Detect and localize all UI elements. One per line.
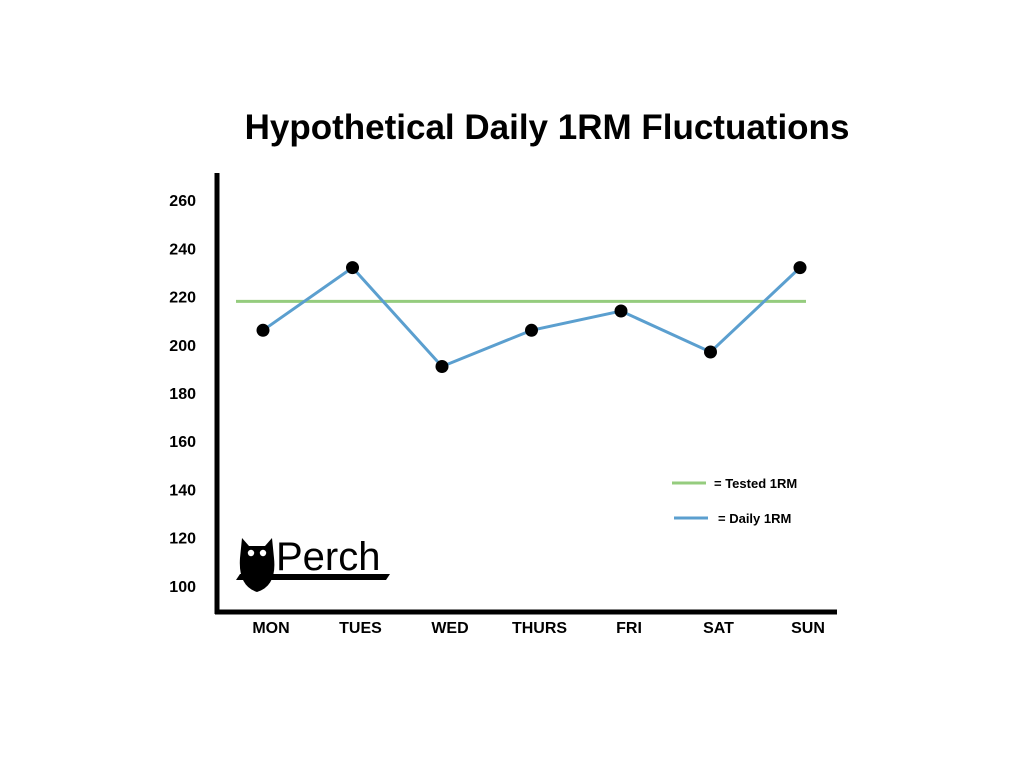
x-tick-label: THURS xyxy=(512,620,567,637)
data-point xyxy=(346,261,359,275)
legend-label-daily: = Daily 1RM xyxy=(718,511,791,526)
y-tick-label: 100 xyxy=(169,579,196,596)
daily-1rm-line xyxy=(262,265,802,369)
data-point xyxy=(435,359,449,373)
y-tick-label: 140 xyxy=(169,482,196,499)
y-tick-label: 160 xyxy=(169,434,196,451)
x-tick-label: TUES xyxy=(339,620,382,637)
y-tick-labels: 260 240 220 200 180 160 140 120 100 xyxy=(169,193,196,596)
data-point xyxy=(614,304,628,318)
owl-icon xyxy=(239,538,275,592)
y-tick-label: 200 xyxy=(169,338,196,355)
x-tick-label: FRI xyxy=(616,620,642,637)
y-tick-label: 260 xyxy=(169,193,196,210)
legend: = Tested 1RM = Daily 1RM xyxy=(672,476,797,526)
logo-wordmark: Perch xyxy=(276,535,381,579)
x-tick-label: SUN xyxy=(791,620,825,637)
chart-title: Hypothetical Daily 1RM Fluctuations xyxy=(244,108,850,147)
data-point xyxy=(256,323,270,337)
daily-1rm-points xyxy=(256,261,807,373)
perch-logo: Perch xyxy=(236,535,390,592)
x-tick-label: WED xyxy=(431,620,468,637)
y-tick-label: 220 xyxy=(169,290,196,307)
y-tick-label: 240 xyxy=(169,241,196,258)
legend-label-tested: = Tested 1RM xyxy=(714,476,797,491)
data-point xyxy=(793,261,807,275)
y-tick-label: 120 xyxy=(169,531,196,548)
logo-underline xyxy=(236,574,390,580)
x-tick-labels: MON TUES WED THURS FRI SAT SUN xyxy=(252,620,825,637)
y-tick-label: 180 xyxy=(169,386,196,403)
data-point xyxy=(704,345,717,359)
x-tick-label: SAT xyxy=(703,620,734,637)
x-tick-label: MON xyxy=(252,620,289,637)
data-point xyxy=(525,323,538,337)
